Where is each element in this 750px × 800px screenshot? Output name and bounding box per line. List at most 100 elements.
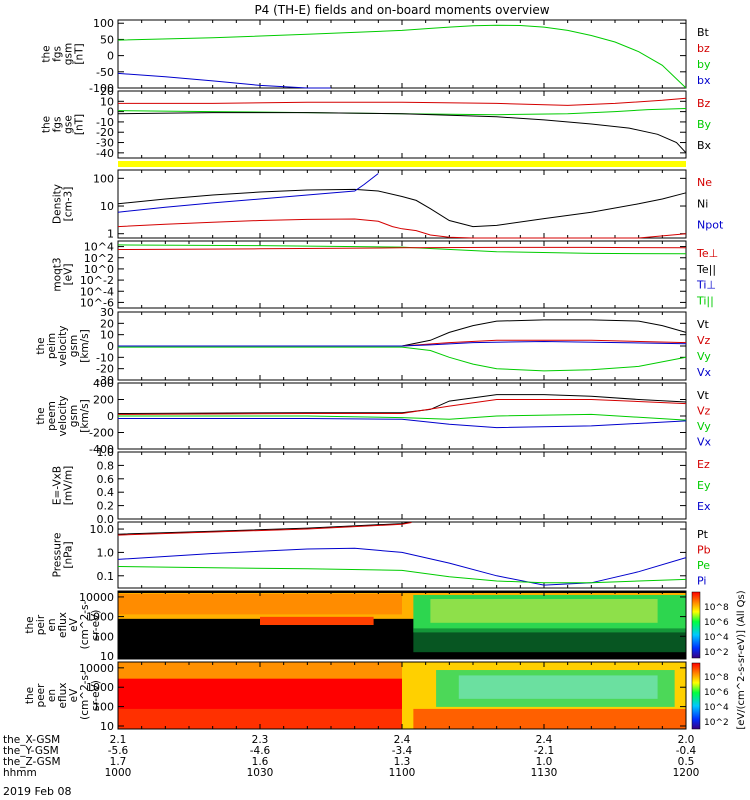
colorbar-label: [eV/(cm^2-s-sr-eV)] (All Qs) [736, 590, 747, 729]
y-tick-label: 100 [93, 172, 114, 185]
y-axis-label: en [46, 618, 58, 631]
y-axis-label: [km/s] [79, 329, 91, 363]
legend-entry: Pi [697, 575, 706, 588]
legend-entry: Bx [697, 139, 712, 152]
legend-entry: Ne [697, 176, 712, 189]
x-axis-row-name: the_Z-GSM [3, 756, 61, 768]
colorbar-upper [691, 591, 701, 659]
y-tick-label: -10 [96, 116, 114, 129]
panel-peem-velocity: 400 200 0 -200 -400 the peem velocity gsm [km/s] V… [35, 377, 712, 456]
series-line-Vx [118, 340, 687, 347]
y-tick-label: 10^0 [84, 263, 114, 276]
legend-entry: Vx [697, 366, 712, 379]
legend-entry: Ti|| [696, 294, 714, 307]
series-line-bx [117, 72, 331, 89]
y-tick-label: 1.0 [97, 546, 115, 559]
y-tick-label: -400 [89, 443, 114, 456]
series-line-Pt [117, 521, 412, 535]
series-line-Vt [117, 394, 687, 414]
y-axis-label: peer [35, 683, 47, 708]
y-axis-label: (cm^2-s- [79, 600, 91, 649]
y-axis-label: eflux [57, 612, 69, 638]
x-axis-tick-label: 2.4 [394, 734, 411, 746]
y-axis-label: the [35, 337, 47, 354]
colorbar-tick: 10^4 [704, 633, 729, 643]
x-axis-row-name: hhmm [3, 767, 37, 779]
x-axis-row-name: the_Y-GSM [3, 745, 59, 757]
y-axis-label: the [35, 407, 47, 424]
y-tick-label: 100 [93, 17, 114, 30]
y-tick-label: -50 [96, 66, 114, 79]
x-axis-tick-label: -5.6 [108, 745, 129, 757]
y-tick-label: 10000 [79, 591, 114, 604]
y-axis-label: [cm-3] [63, 187, 75, 222]
x-axis-tick-label: 1000 [105, 767, 132, 779]
y-axis-label: sr-eV) [90, 680, 102, 711]
y-axis-label: gsm [68, 335, 80, 357]
y-tick-label: 400 [93, 377, 114, 390]
legend-entry: Ni [697, 197, 708, 210]
legend-entry: Vt [697, 389, 710, 402]
legend-entry: Vx [697, 436, 712, 449]
y-axis-label: [eV] [63, 264, 75, 286]
x-axis-tick-label: 1200 [673, 767, 700, 779]
y-tick-label: -40 [96, 147, 114, 160]
panel-frame [117, 451, 687, 520]
y-axis-label: fgs [52, 117, 64, 133]
y-tick-label: 10000 [79, 662, 114, 675]
y-tick-label: 10^-4 [80, 285, 114, 298]
y-axis-label: gse [63, 115, 75, 134]
y-axis-label: fgs [52, 46, 64, 62]
x-axis-tick-label: 1.3 [394, 756, 411, 768]
y-tick-label: 0.1 [97, 570, 115, 583]
legend-entry: Bz [697, 97, 711, 110]
y-axis-label: Pressure [52, 533, 64, 578]
y-tick-label: 1.0 [97, 446, 115, 459]
legend-entry: Vt [697, 318, 710, 331]
series-line-Vy [118, 346, 687, 372]
x-axis-tick-label: -0.4 [676, 745, 697, 757]
y-axis-label: [mV/m] [63, 466, 75, 505]
series-line-Vx [118, 418, 687, 429]
series-line-Bz [118, 97, 687, 106]
series-line-Ne [117, 218, 687, 239]
y-axis-label: peem [46, 401, 58, 431]
y-axis-label: en [46, 689, 58, 702]
series-line-Pi [117, 547, 687, 586]
x-axis-tick-label: 2.3 [252, 734, 269, 746]
legend-entry: Pt [697, 528, 709, 541]
y-axis-label: gsm [63, 43, 75, 65]
panel-efield: 1.00.80.60.40.20.0 E=-VxB [mV/m] Ez Ey Ex [52, 446, 711, 526]
y-tick-label: 20 [100, 85, 114, 98]
x-axis-tick-label: 2.4 [536, 734, 553, 746]
legend-entry: By [697, 118, 712, 131]
y-tick-label: 50 [100, 33, 114, 46]
series-line-Vy [118, 413, 687, 421]
legend-entry: by [697, 58, 711, 71]
y-tick-label: -20 [96, 363, 114, 376]
x-axis-row-name: the_X-GSM [3, 734, 60, 746]
legend-entry: bz [697, 42, 710, 55]
series-line-By [117, 108, 687, 116]
colorbar-tick: 10^8 [704, 673, 729, 683]
legend-entry: Vy [697, 350, 711, 363]
series-line-Te [117, 246, 687, 250]
y-tick-label: 0 [107, 410, 114, 423]
colorbar-tick: 10^6 [704, 618, 729, 628]
chart-title: P4 (TH-E) fields and on-board moments ov… [254, 3, 549, 17]
y-tick-label: -200 [89, 427, 114, 440]
legend-entry: Ti⊥ [696, 279, 716, 292]
y-axis-label: [km/s] [79, 399, 91, 433]
y-tick-label: 0.8 [97, 459, 115, 472]
y-tick-label: 0.6 [97, 473, 115, 486]
legend-entry: Vy [697, 420, 711, 433]
spectrogram [118, 591, 686, 659]
y-tick-label: -20 [96, 126, 114, 139]
x-axis-tick-label: 1130 [531, 767, 558, 779]
legend-entry: Te|| [696, 263, 716, 276]
y-tick-label: 0 [107, 106, 114, 119]
y-tick-label: 0.2 [97, 500, 115, 513]
x-axis-tick-label: -3.4 [392, 745, 413, 757]
series-line-Ti [117, 244, 687, 255]
